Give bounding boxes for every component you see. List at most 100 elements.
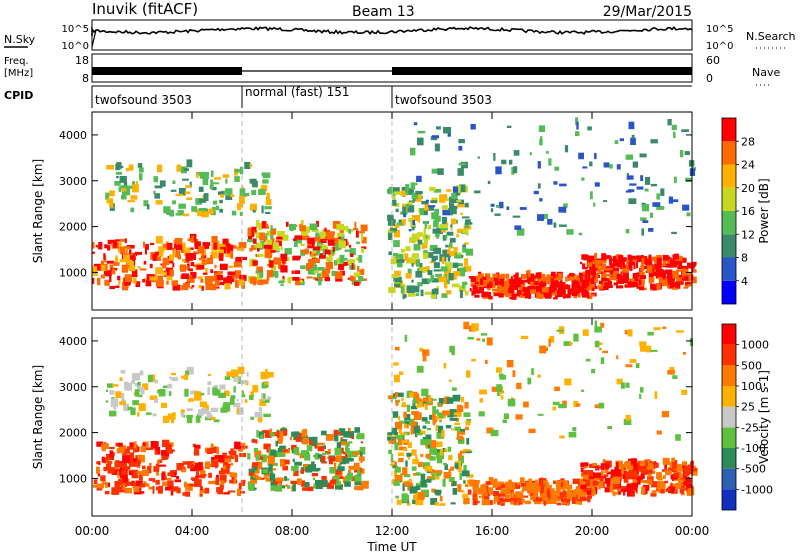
echo-cell	[191, 285, 195, 288]
echo-cell	[115, 391, 122, 398]
y-tick-label: 1000	[59, 472, 87, 485]
echo-cell	[528, 489, 535, 496]
echo-cell	[226, 244, 234, 250]
echo-cell	[201, 285, 204, 291]
echo-cell	[270, 250, 276, 253]
echo-cell	[401, 405, 409, 408]
echo-cell	[425, 252, 434, 258]
echo-cell	[201, 407, 207, 415]
echo-cell	[226, 275, 235, 282]
echo-cell	[651, 490, 657, 494]
echo-cell	[544, 293, 547, 298]
echo-cell	[438, 276, 447, 283]
echo-cell	[415, 455, 418, 460]
echo-cell	[133, 444, 138, 453]
echo-cell	[147, 374, 153, 383]
echo-cell	[392, 199, 397, 206]
echo-cell	[504, 490, 507, 496]
echo-cell	[467, 489, 472, 495]
power-heatmap-cells	[92, 117, 697, 300]
echo-cell	[390, 463, 396, 466]
echo-cell	[512, 215, 521, 218]
echo-cell	[637, 466, 643, 472]
echo-cell	[193, 449, 200, 456]
echo-cell	[426, 266, 430, 272]
echo-cell	[230, 462, 234, 466]
echo-cell	[267, 264, 271, 267]
echo-cell	[155, 267, 163, 275]
echo-cell	[105, 482, 108, 488]
echo-cell	[627, 460, 632, 467]
echo-cell	[433, 189, 442, 193]
echo-cell	[456, 417, 459, 422]
echo-cell	[471, 323, 479, 332]
echo-cell	[646, 265, 653, 273]
echo-cell	[662, 457, 670, 465]
echo-cell	[401, 397, 404, 401]
echo-cell	[312, 436, 318, 442]
echo-cell	[397, 415, 400, 420]
echo-cell	[594, 285, 598, 289]
echo-cell	[148, 478, 153, 481]
echo-cell	[640, 467, 649, 475]
echo-cell	[156, 256, 161, 261]
echo-cell	[463, 242, 469, 245]
echo-cell	[685, 281, 692, 286]
echo-cell	[308, 436, 314, 443]
echo-cell	[209, 185, 214, 189]
echo-cell	[201, 211, 209, 218]
echo-cell	[284, 459, 290, 465]
colorbar-tick-label: 24	[741, 159, 755, 172]
echo-cell	[186, 366, 194, 375]
echo-cell	[419, 208, 424, 216]
echo-cell	[457, 484, 462, 493]
echo-cell	[254, 450, 262, 458]
echo-cell	[581, 291, 589, 296]
echo-cell	[416, 483, 424, 487]
echo-cell	[590, 269, 597, 275]
echo-cell	[682, 481, 687, 485]
echo-cell	[613, 476, 620, 484]
echo-cell	[413, 122, 418, 126]
echo-cell	[537, 374, 541, 378]
echo-cell	[109, 264, 114, 271]
echo-cell	[666, 487, 672, 492]
echo-cell	[520, 477, 525, 484]
echo-cell	[684, 284, 691, 287]
echo-cell	[130, 207, 135, 213]
echo-cell	[419, 268, 426, 273]
echo-cell	[553, 222, 557, 228]
echo-cell	[195, 208, 201, 213]
echo-cell	[393, 191, 402, 195]
echo-cell	[564, 497, 567, 505]
echo-cell	[214, 462, 218, 469]
echo-cell	[406, 502, 411, 506]
echo-cell	[645, 461, 649, 467]
echo-cell	[282, 465, 289, 471]
echo-cell	[155, 236, 163, 244]
echo-cell	[436, 227, 443, 235]
echo-cell	[227, 490, 236, 493]
echo-cell	[197, 276, 203, 280]
echo-cell	[444, 253, 451, 258]
echo-cell	[466, 222, 473, 225]
echo-cell	[107, 461, 113, 464]
echo-cell	[603, 255, 611, 260]
echo-cell	[230, 250, 234, 259]
echo-cell	[394, 461, 397, 467]
echo-cell	[615, 462, 619, 468]
echo-cell	[199, 489, 206, 494]
echo-cell	[184, 491, 191, 497]
colorbar-segment	[722, 234, 736, 258]
echo-cell	[504, 494, 510, 502]
echo-cell	[266, 276, 270, 281]
echo-cell	[421, 200, 429, 205]
echo-cell	[292, 483, 296, 492]
echo-cell	[437, 168, 444, 175]
echo-cell	[397, 263, 403, 268]
echo-cell	[328, 448, 331, 453]
echo-cell	[152, 485, 155, 494]
echo-cell	[115, 255, 118, 261]
echo-cell	[315, 232, 319, 237]
